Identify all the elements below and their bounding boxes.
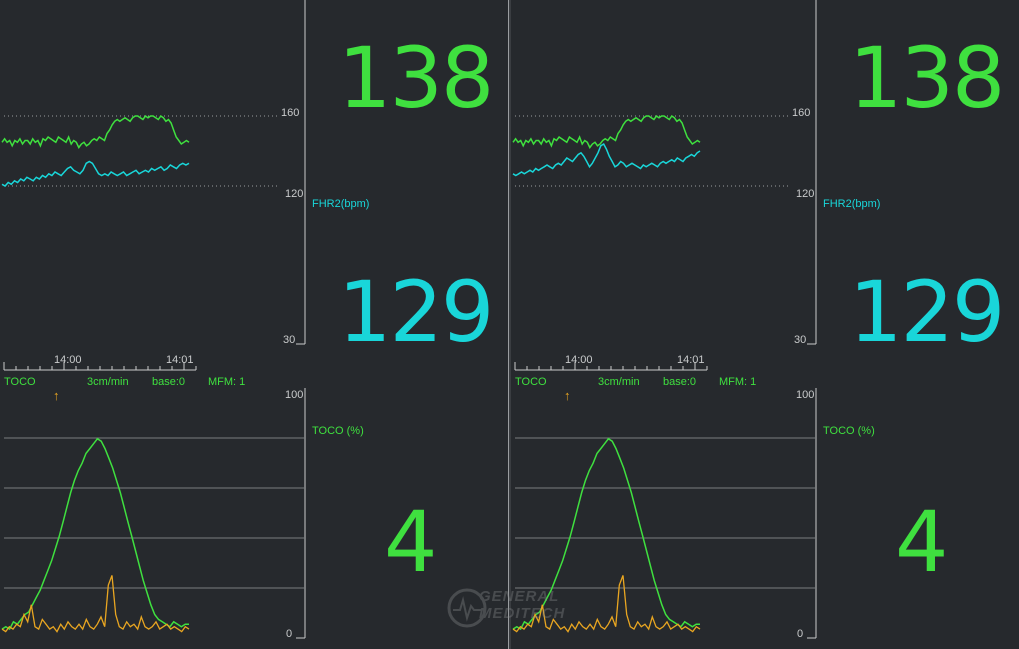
- fhr1-value: 138: [849, 29, 1005, 127]
- fhr2-value: 129: [849, 263, 1005, 361]
- monitor-panel-left: 138 129 4 FHR2(bpm) TOCO (%) 160 120 30 …: [0, 0, 508, 649]
- time-label-2: 14:01: [166, 354, 194, 366]
- status-mfm: MFM: 1: [208, 376, 246, 388]
- panel-divider: [508, 0, 511, 649]
- toco-label: TOCO (%): [823, 425, 875, 437]
- watermark-icon: [447, 588, 487, 628]
- fhr-scale-bottom: 30: [794, 334, 807, 346]
- toco-scale-bottom: 0: [797, 628, 804, 640]
- toco-value: 4: [384, 493, 437, 591]
- status-mfm: MFM: 1: [719, 376, 757, 388]
- fhr-scale-top: 160: [792, 107, 811, 119]
- fhr2-trace: [1, 160, 190, 187]
- monitor-panel-right: 138 129 4 FHR2(bpm) TOCO (%) 160 120 30 …: [511, 0, 1019, 649]
- toco-scale-top: 100: [796, 389, 815, 401]
- fhr2-value: 129: [338, 263, 494, 361]
- toco-trace: [512, 437, 700, 631]
- fhr1-value: 138: [338, 29, 494, 127]
- status-toco: TOCO: [4, 376, 36, 388]
- status-toco: TOCO: [515, 376, 547, 388]
- trace-plots: [1, 0, 306, 639]
- status-speed: 3cm/min: [598, 376, 640, 388]
- toco-scale-bottom: 0: [286, 628, 293, 640]
- fhr1-trace: [1, 114, 190, 149]
- fhr1-trace: [512, 114, 701, 149]
- fhr-scale-bottom: 30: [283, 334, 296, 346]
- toco-trace: [1, 437, 189, 631]
- time-label-2: 14:01: [677, 354, 705, 366]
- trace-plots: [512, 0, 817, 639]
- toco-scale-top: 100: [285, 389, 304, 401]
- fm-marker-icon: ↑: [564, 388, 571, 403]
- status-base: base:0: [152, 376, 186, 388]
- toco-label: TOCO (%): [312, 425, 364, 437]
- fhr-scale-mid: 120: [285, 188, 304, 200]
- watermark-logo: GENERAL MEDITECH: [445, 586, 585, 630]
- status-base: base:0: [663, 376, 697, 388]
- fhr-scale-top: 160: [281, 107, 300, 119]
- watermark-text: GENERAL MEDITECH: [479, 588, 566, 622]
- toco-value: 4: [895, 493, 948, 591]
- fhr2-trace: [512, 142, 701, 177]
- fhr2-label: FHR2(bpm): [823, 198, 881, 210]
- fm-trace: [512, 575, 701, 633]
- fhr-scale-mid: 120: [796, 188, 815, 200]
- fm-marker-icon: ↑: [53, 388, 60, 403]
- fm-trace: [1, 575, 190, 633]
- fhr2-label: FHR2(bpm): [312, 198, 370, 210]
- time-label-1: 14:00: [54, 354, 82, 366]
- status-speed: 3cm/min: [87, 376, 129, 388]
- time-label-1: 14:00: [565, 354, 593, 366]
